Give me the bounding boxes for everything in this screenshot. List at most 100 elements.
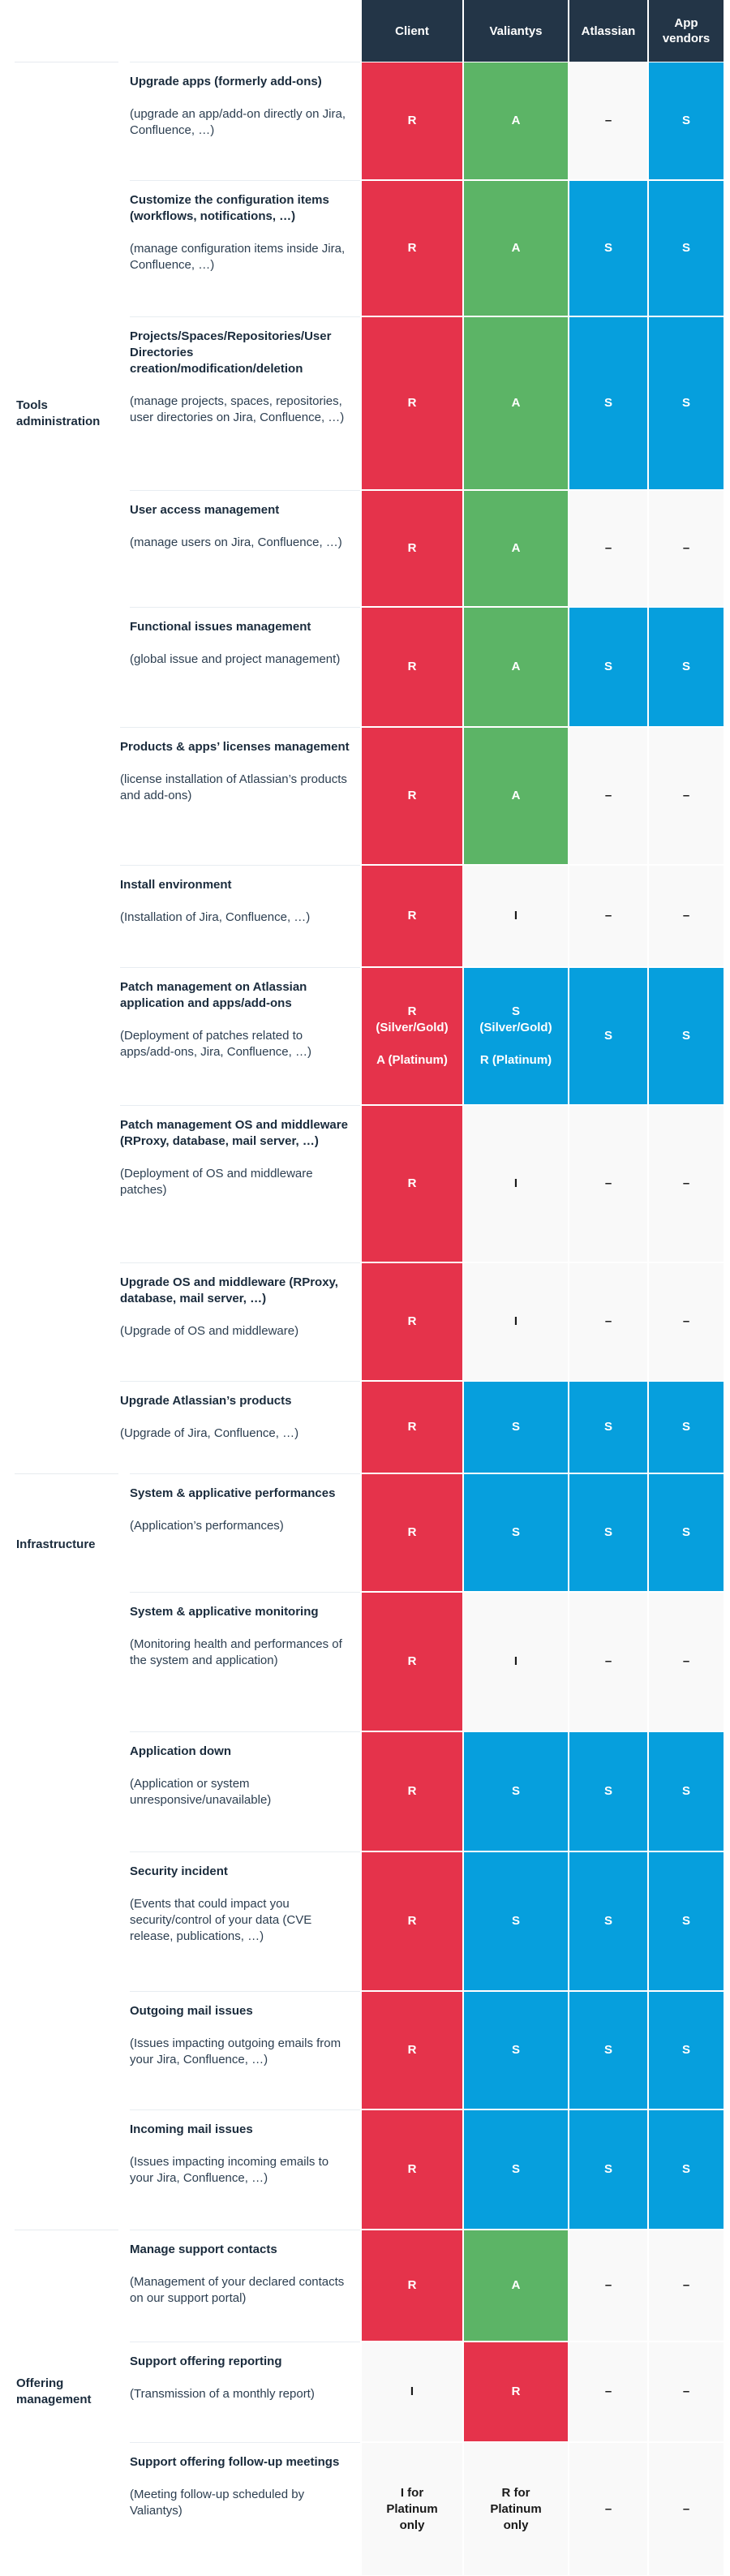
- task-description: (license installation of Atlassian’s pro…: [120, 772, 347, 802]
- raci-cell-app-vendors: –: [649, 866, 724, 966]
- category-divider: [15, 1473, 118, 1474]
- raci-cell-app-vendors: S: [649, 1474, 724, 1591]
- table-row: Functional issues management (global issu…: [130, 607, 360, 727]
- category-infra: Infrastructure: [16, 1537, 96, 1551]
- raci-cell-valiantys: R: [464, 2342, 568, 2441]
- task-title: Install environment: [120, 878, 232, 892]
- task-title: Customize the configuration items (workf…: [130, 193, 329, 223]
- raci-cell-atlassian: S: [569, 1474, 647, 1591]
- task-title: System & applicative monitoring: [130, 1605, 319, 1619]
- table-row: Outgoing mail issues (Issues impacting ou…: [130, 1991, 360, 2109]
- raci-cell-valiantys: S (Silver/Gold) R (Platinum): [464, 968, 568, 1104]
- task-description: (Deployment of patches related to apps/a…: [120, 1029, 311, 1059]
- task-title: Upgrade apps (formerly add-ons): [130, 75, 322, 88]
- raci-cell-client: R: [362, 2110, 462, 2229]
- raci-cell-client: R: [362, 1263, 462, 1380]
- raci-cell-client: R: [362, 608, 462, 726]
- table-row: Support offering reporting (Transmission …: [130, 2342, 360, 2442]
- task-description: (manage projects, spaces, repositories, …: [130, 394, 345, 424]
- raci-cell-app-vendors: –: [649, 491, 724, 606]
- raci-cell-atlassian: S: [569, 968, 647, 1104]
- raci-cell-app-vendors: –: [649, 1593, 724, 1731]
- raci-cell-valiantys: I: [464, 1263, 568, 1380]
- raci-cell-atlassian: –: [569, 491, 647, 606]
- raci-cell-valiantys: S: [464, 1852, 568, 1990]
- raci-cell-client: R: [362, 491, 462, 606]
- task-description: (Issues impacting outgoing emails from y…: [130, 2036, 341, 2066]
- task-description: (Installation of Jira, Confluence, …): [120, 910, 311, 924]
- task-title: Application down: [130, 1744, 231, 1758]
- task-title: Incoming mail issues: [130, 2122, 253, 2136]
- table-row: System & applicative performances (Applic…: [130, 1473, 360, 1592]
- raci-cell-app-vendors: S: [649, 181, 724, 316]
- table-row: Products & apps’ licenses management (lic…: [120, 727, 360, 865]
- task-title: Support offering reporting: [130, 2355, 282, 2368]
- raci-cell-client: R: [362, 1474, 462, 1591]
- task-description: (Management of your declared contacts on…: [130, 2275, 345, 2305]
- raci-cell-app-vendors: S: [649, 1852, 724, 1990]
- task-title: Manage support contacts: [130, 2243, 277, 2256]
- table-row: User access management (manage users on J…: [130, 490, 360, 607]
- task-description: (Upgrade of Jira, Confluence, …): [120, 1426, 299, 1440]
- raci-cell-client: I for Platinum only: [362, 2443, 462, 2575]
- raci-cell-valiantys: I: [464, 1593, 568, 1731]
- table-row: System & applicative monitoring (Monitori…: [130, 1592, 360, 1731]
- table-row: Install environment (Installation of Jira…: [120, 865, 360, 967]
- raci-cell-atlassian: S: [569, 181, 647, 316]
- task-description: (Monitoring health and performances of t…: [130, 1637, 342, 1667]
- raci-cell-atlassian: –: [569, 2443, 647, 2575]
- raci-cell-atlassian: –: [569, 1106, 647, 1262]
- task-description: (Application or system unresponsive/unav…: [130, 1777, 272, 1807]
- raci-cell-valiantys: R for Platinum only: [464, 2443, 568, 2575]
- raci-cell-valiantys: A: [464, 491, 568, 606]
- raci-cell-valiantys: S: [464, 2110, 568, 2229]
- raci-cell-client: R: [362, 1106, 462, 1262]
- task-description: (manage users on Jira, Confluence, …): [130, 535, 342, 549]
- raci-cell-client: R: [362, 1992, 462, 2109]
- raci-cell-valiantys: S: [464, 1732, 568, 1851]
- raci-cell-atlassian: S: [569, 1852, 647, 1990]
- raci-cell-valiantys: S: [464, 1382, 568, 1473]
- raci-cell-client: R: [362, 317, 462, 489]
- raci-cell-app-vendors: –: [649, 728, 724, 864]
- table-row: Patch management OS and middleware (RPro…: [120, 1105, 360, 1262]
- table-row: Upgrade apps (formerly add-ons) (upgrade …: [130, 62, 360, 180]
- raci-cell-atlassian: S: [569, 1732, 647, 1851]
- column-header-app-vendors: App vendors: [649, 0, 724, 62]
- column-header-atlassian: Atlassian: [569, 0, 647, 62]
- task-description: (global issue and project management): [130, 652, 341, 666]
- raci-cell-app-vendors: –: [649, 2443, 724, 2575]
- table-row: Upgrade OS and middleware (RProxy, datab…: [120, 1262, 360, 1381]
- raci-cell-atlassian: S: [569, 317, 647, 489]
- raci-cell-atlassian: S: [569, 1992, 647, 2109]
- column-header-valiantys: Valiantys: [464, 0, 568, 62]
- raci-cell-valiantys: A: [464, 181, 568, 316]
- raci-cell-app-vendors: S: [649, 317, 724, 489]
- raci-cell-app-vendors: S: [649, 2110, 724, 2229]
- raci-cell-app-vendors: –: [649, 2230, 724, 2341]
- raci-cell-valiantys: S: [464, 1474, 568, 1591]
- raci-cell-app-vendors: –: [649, 1263, 724, 1380]
- raci-cell-atlassian: S: [569, 2110, 647, 2229]
- table-row: Application down (Application or system u…: [130, 1731, 360, 1851]
- raci-cell-app-vendors: S: [649, 968, 724, 1104]
- table-row: Projects/Spaces/Repositories/User Direct…: [130, 316, 360, 490]
- raci-cell-app-vendors: S: [649, 1382, 724, 1473]
- raci-cell-app-vendors: S: [649, 62, 724, 179]
- raci-cell-client: I: [362, 2342, 462, 2441]
- task-description: (Events that could impact you security/c…: [130, 1897, 312, 1943]
- table-row: Incoming mail issues (Issues impacting in…: [130, 2109, 360, 2230]
- raci-cell-client: R: [362, 866, 462, 966]
- task-title: System & applicative performances: [130, 1486, 336, 1500]
- task-description: (Application’s performances): [130, 1519, 284, 1533]
- task-description: (Issues impacting incoming emails to you…: [130, 2155, 329, 2185]
- raci-cell-valiantys: A: [464, 62, 568, 179]
- raci-cell-valiantys: A: [464, 317, 568, 489]
- task-description: (Meeting follow-up scheduled by Valianty…: [130, 2488, 305, 2518]
- task-title: User access management: [130, 503, 280, 517]
- raci-cell-app-vendors: –: [649, 1106, 724, 1262]
- task-title: Support offering follow-up meetings: [130, 2455, 340, 2469]
- category-offering: Offering management: [16, 2376, 92, 2406]
- raci-cell-atlassian: S: [569, 608, 647, 726]
- task-title: Patch management OS and middleware (RPro…: [120, 1118, 348, 1148]
